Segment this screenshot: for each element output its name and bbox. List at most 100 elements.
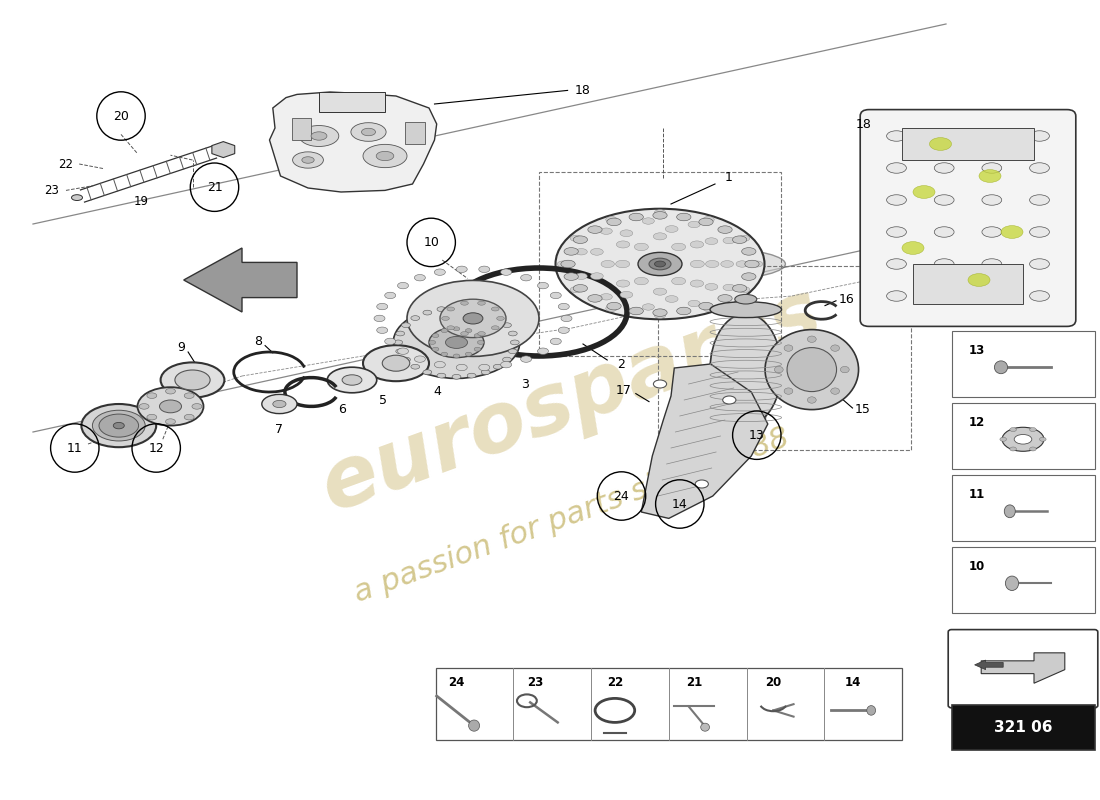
Ellipse shape: [1005, 576, 1019, 590]
Ellipse shape: [934, 162, 954, 174]
Ellipse shape: [887, 290, 906, 302]
Ellipse shape: [311, 132, 327, 140]
Ellipse shape: [1000, 438, 1006, 442]
Ellipse shape: [784, 345, 793, 351]
Ellipse shape: [432, 334, 439, 338]
Text: 10: 10: [424, 236, 439, 249]
Ellipse shape: [934, 226, 954, 238]
Ellipse shape: [301, 157, 315, 163]
Ellipse shape: [363, 144, 407, 168]
Ellipse shape: [695, 480, 708, 488]
Ellipse shape: [508, 349, 517, 354]
Ellipse shape: [437, 306, 446, 311]
Ellipse shape: [402, 323, 410, 328]
Ellipse shape: [1030, 130, 1049, 142]
Bar: [952, 475, 1094, 541]
Ellipse shape: [830, 388, 839, 394]
Text: 5: 5: [378, 394, 387, 406]
Ellipse shape: [411, 364, 420, 369]
Ellipse shape: [376, 327, 387, 334]
Ellipse shape: [689, 222, 701, 228]
Ellipse shape: [92, 410, 145, 441]
Ellipse shape: [591, 249, 603, 255]
Ellipse shape: [477, 341, 484, 344]
Polygon shape: [184, 248, 297, 312]
Ellipse shape: [432, 347, 439, 351]
Text: 11: 11: [67, 442, 82, 454]
Ellipse shape: [474, 347, 481, 351]
Ellipse shape: [887, 226, 906, 238]
Ellipse shape: [736, 261, 748, 267]
Ellipse shape: [745, 260, 759, 268]
Ellipse shape: [407, 281, 539, 357]
Polygon shape: [212, 142, 234, 158]
Ellipse shape: [452, 306, 461, 310]
Ellipse shape: [415, 274, 426, 281]
Ellipse shape: [342, 374, 362, 385]
Ellipse shape: [591, 273, 603, 279]
Ellipse shape: [396, 349, 405, 354]
Ellipse shape: [461, 301, 469, 305]
Ellipse shape: [635, 243, 648, 250]
Ellipse shape: [441, 329, 448, 333]
Ellipse shape: [642, 304, 654, 310]
Ellipse shape: [440, 299, 506, 338]
Ellipse shape: [635, 278, 648, 285]
Ellipse shape: [723, 284, 735, 290]
Ellipse shape: [902, 242, 924, 254]
Ellipse shape: [642, 218, 654, 224]
Text: 12: 12: [969, 416, 986, 429]
Ellipse shape: [723, 396, 736, 404]
Ellipse shape: [711, 302, 782, 318]
Text: 13: 13: [749, 429, 764, 442]
Ellipse shape: [147, 414, 157, 420]
Ellipse shape: [538, 348, 549, 354]
Ellipse shape: [299, 126, 339, 146]
Ellipse shape: [616, 260, 629, 268]
Ellipse shape: [81, 404, 156, 447]
Text: 24: 24: [449, 676, 464, 689]
Text: 321 06: 321 06: [993, 721, 1053, 735]
Ellipse shape: [468, 306, 476, 311]
Text: 20: 20: [766, 676, 781, 689]
Ellipse shape: [982, 194, 1002, 206]
Ellipse shape: [606, 306, 617, 311]
Ellipse shape: [538, 282, 549, 289]
Ellipse shape: [376, 303, 387, 310]
Ellipse shape: [711, 314, 782, 426]
Ellipse shape: [738, 286, 750, 293]
Ellipse shape: [718, 226, 733, 234]
Ellipse shape: [689, 300, 701, 306]
Ellipse shape: [415, 356, 426, 362]
Ellipse shape: [429, 341, 436, 344]
Ellipse shape: [982, 258, 1002, 270]
Ellipse shape: [830, 345, 839, 351]
Ellipse shape: [652, 309, 667, 317]
Ellipse shape: [139, 403, 148, 409]
Ellipse shape: [930, 138, 952, 150]
Ellipse shape: [1030, 194, 1049, 206]
Ellipse shape: [654, 261, 666, 267]
Ellipse shape: [452, 374, 461, 379]
Ellipse shape: [607, 218, 621, 226]
Ellipse shape: [705, 283, 718, 290]
Ellipse shape: [867, 706, 876, 715]
Bar: [913, 264, 1023, 304]
Ellipse shape: [701, 723, 710, 731]
Text: 14: 14: [845, 676, 860, 689]
Ellipse shape: [676, 214, 691, 221]
Polygon shape: [641, 364, 768, 518]
Ellipse shape: [374, 315, 385, 322]
Ellipse shape: [607, 302, 621, 310]
Ellipse shape: [653, 380, 667, 388]
Ellipse shape: [887, 162, 906, 174]
Ellipse shape: [422, 370, 431, 374]
Ellipse shape: [441, 352, 448, 356]
Ellipse shape: [733, 285, 747, 292]
Ellipse shape: [397, 282, 408, 289]
Ellipse shape: [456, 266, 468, 273]
Ellipse shape: [887, 130, 906, 142]
Ellipse shape: [968, 274, 990, 286]
Ellipse shape: [411, 316, 420, 321]
Ellipse shape: [887, 194, 906, 206]
